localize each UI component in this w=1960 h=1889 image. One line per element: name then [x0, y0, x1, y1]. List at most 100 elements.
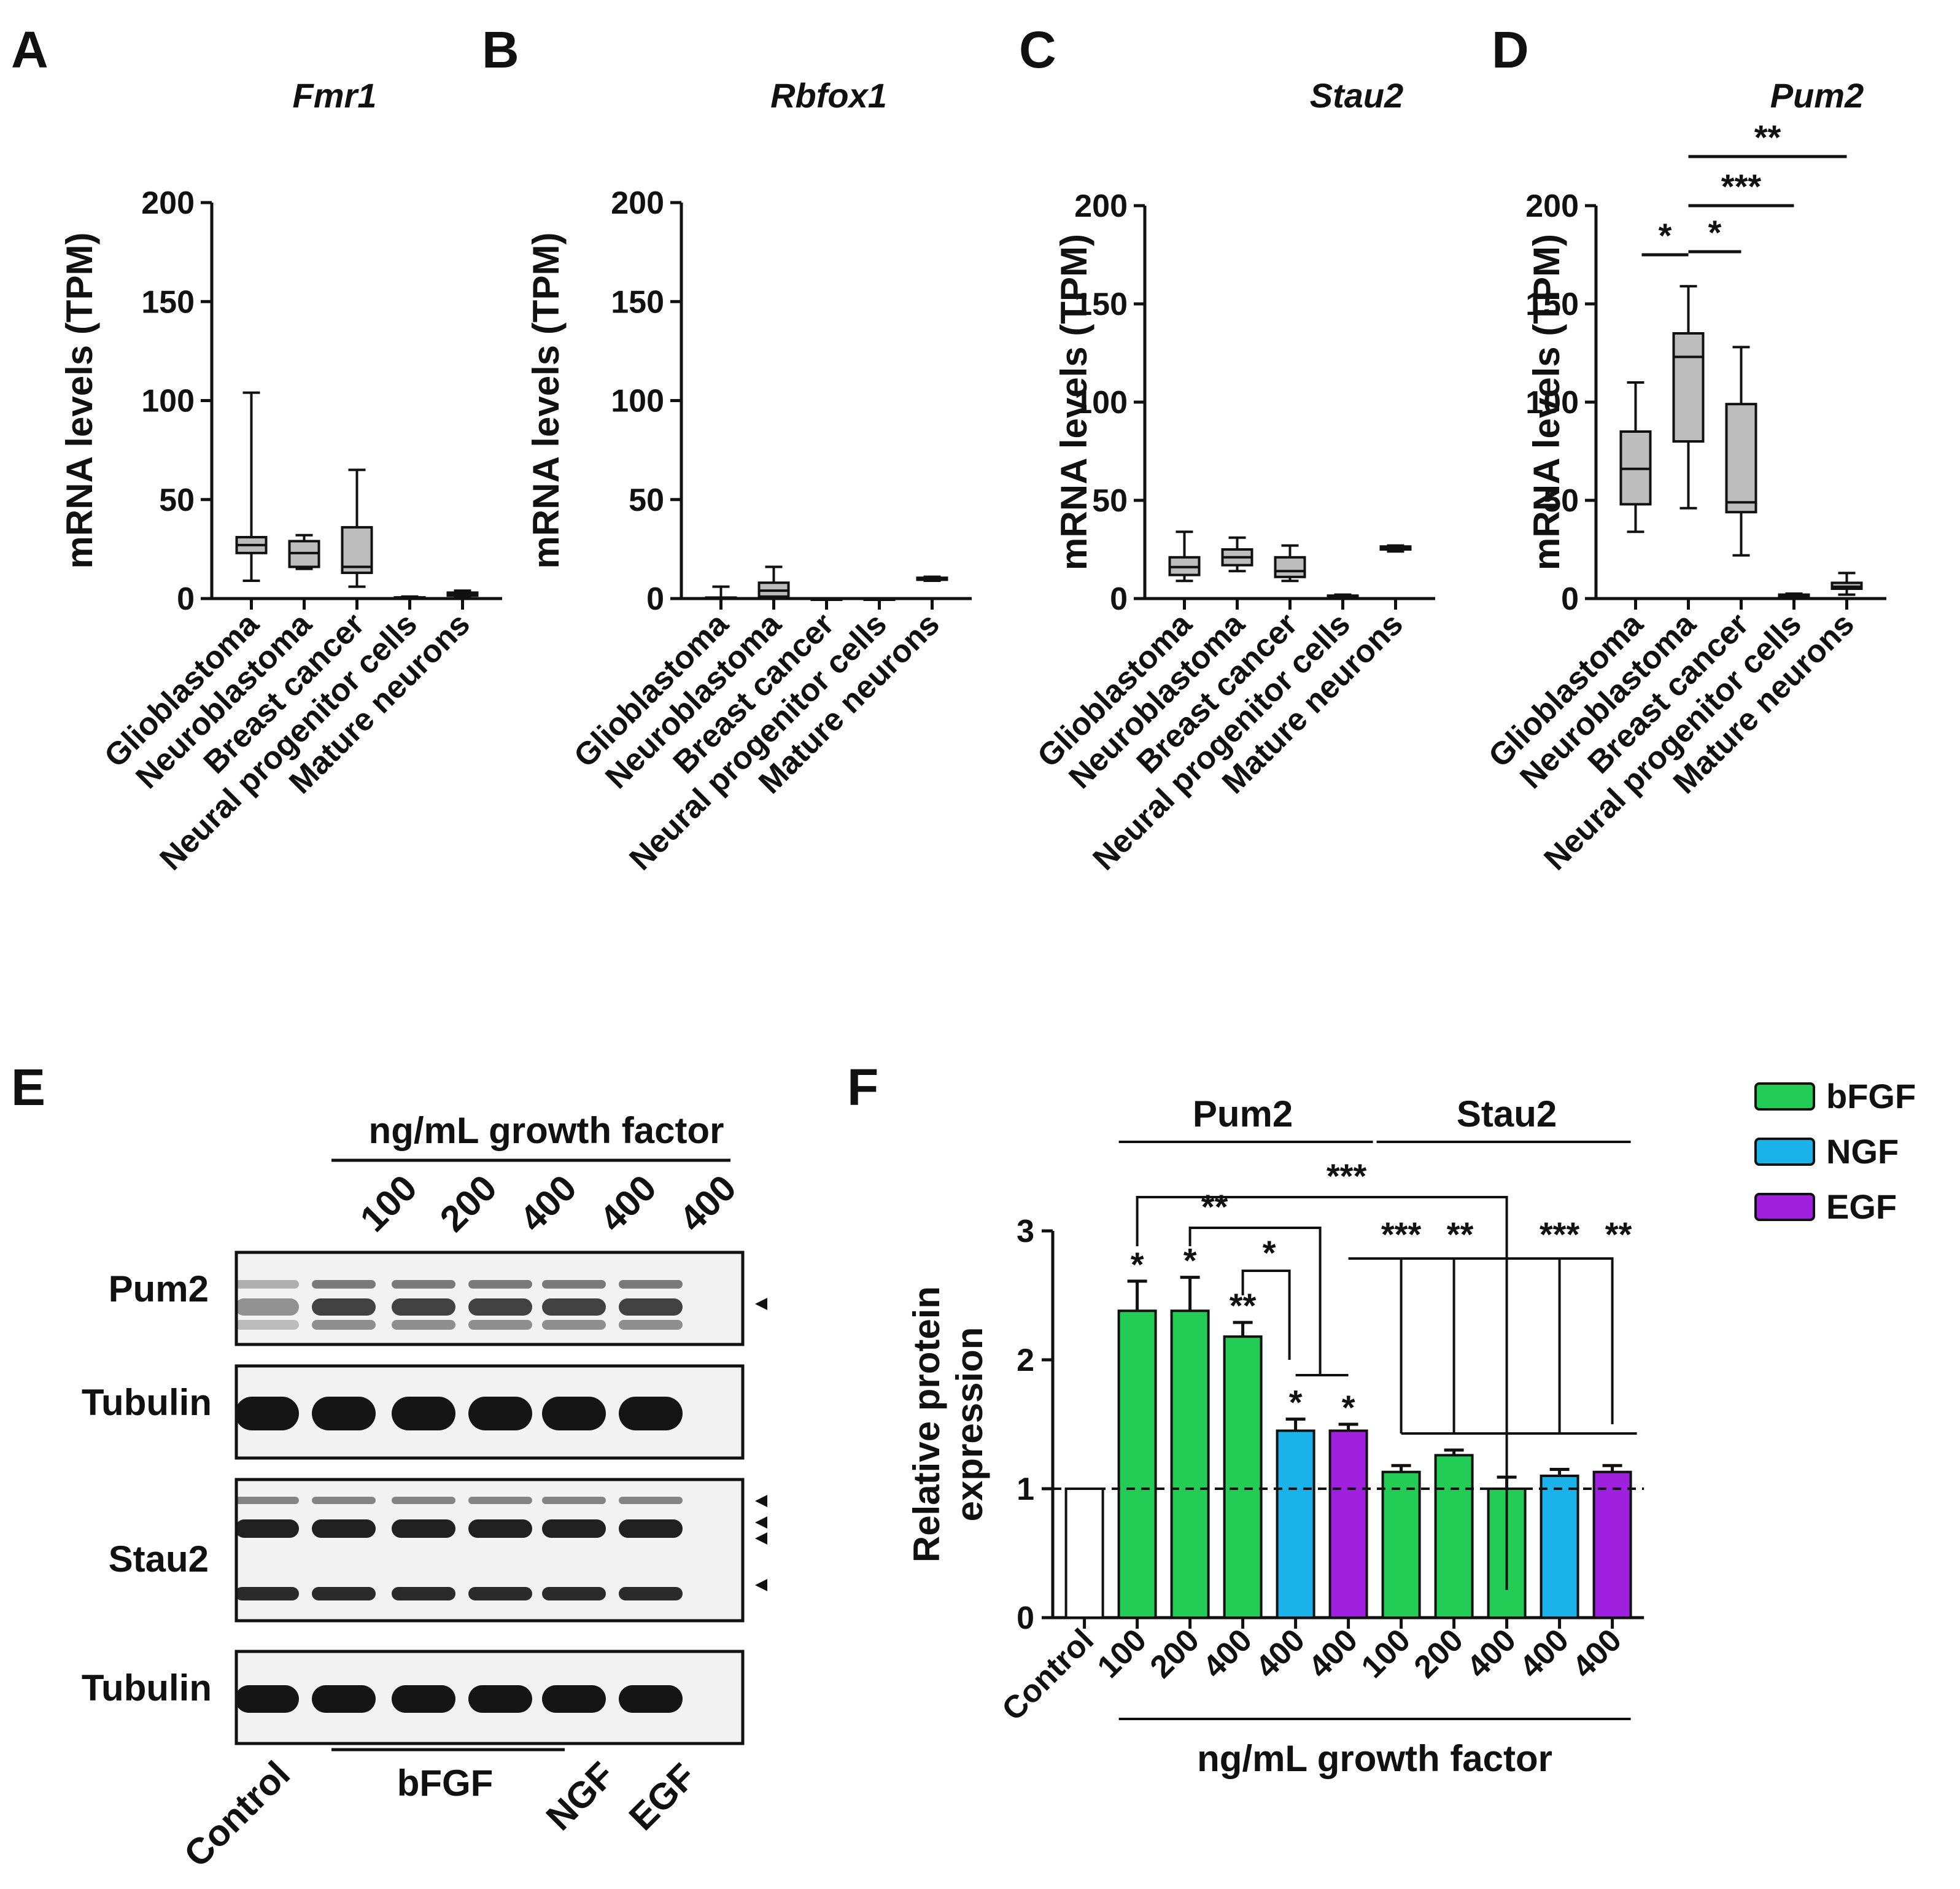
x-category-label: 200 — [1408, 1622, 1470, 1685]
comparison-label: * — [1263, 1233, 1276, 1272]
section-label-stau2: Stau2 — [1457, 1093, 1557, 1135]
blot-band-label: Pum2 — [109, 1268, 209, 1309]
blot-lane-doses: 100 200 400 400 400 — [352, 1167, 744, 1239]
blot-band — [235, 1320, 299, 1330]
blot-band — [542, 1320, 606, 1330]
arrowhead-icon — [755, 1579, 767, 1591]
arrowhead-icon — [755, 1495, 767, 1507]
bar — [1276, 1429, 1315, 1619]
blot-band — [468, 1397, 532, 1430]
blot-band — [542, 1685, 606, 1713]
blot-band — [312, 1397, 376, 1430]
bar — [1381, 1470, 1421, 1619]
y-tick-label: 2 — [1017, 1343, 1034, 1378]
bar — [1592, 1470, 1632, 1619]
bar-significance: * — [1289, 1383, 1303, 1422]
comparison-label: *** — [1327, 1157, 1367, 1195]
box — [341, 526, 373, 575]
blot-arrowheads — [755, 1298, 767, 1591]
box — [1274, 556, 1306, 578]
comparison-line — [1136, 1196, 1508, 1590]
y-tick-label: 100 — [611, 384, 664, 419]
y-tick-label: 100 — [1525, 385, 1579, 421]
comparison-label: *** — [1540, 1215, 1580, 1254]
arrowhead-icon — [755, 1298, 767, 1310]
blot-header: ng/mL growth factor — [369, 1110, 724, 1151]
y-tick-label: 50 — [159, 483, 195, 518]
blot-band — [235, 1298, 299, 1316]
comparison-label: ** — [1605, 1215, 1632, 1254]
y-tick-label: 100 — [1074, 385, 1128, 421]
x-category-label: 400 — [1460, 1622, 1523, 1685]
chart-title: Fmr1 — [293, 76, 377, 115]
significance-label: ** — [1754, 118, 1781, 157]
legend-swatch — [1754, 1138, 1815, 1166]
section-label-pum2: Pum2 — [1193, 1093, 1293, 1135]
blot-band — [235, 1685, 299, 1713]
x-category-label: 100 — [1091, 1622, 1153, 1685]
comparison-line — [1348, 1257, 1614, 1424]
y-axis-title: expression — [949, 1327, 990, 1522]
comparison-label: ** — [1201, 1187, 1228, 1226]
significance-label: * — [1659, 216, 1672, 255]
legend-label: EGF — [1826, 1187, 1897, 1226]
blot-band — [542, 1519, 606, 1538]
blot-band-label: Stau2 — [109, 1538, 209, 1580]
blot-band — [468, 1298, 532, 1316]
blot-band — [312, 1519, 376, 1538]
x-category-label: Control — [995, 1622, 1101, 1728]
blot-band — [468, 1519, 532, 1538]
blot-lane-label: EGF — [621, 1756, 704, 1839]
blot-band — [392, 1685, 455, 1713]
y-tick-label: 50 — [629, 483, 664, 518]
blot-band — [468, 1497, 532, 1504]
blot-band — [312, 1685, 376, 1713]
y-tick-label: 150 — [1074, 287, 1128, 322]
legend-swatch — [1754, 1082, 1815, 1111]
blot-band — [619, 1497, 683, 1504]
blot-band — [542, 1397, 606, 1430]
blot-band — [468, 1320, 532, 1330]
y-tick-label: 0 — [646, 581, 664, 617]
blot-band — [468, 1587, 532, 1600]
significance-label: *** — [1721, 167, 1762, 206]
y-tick-label: 1 — [1017, 1472, 1034, 1507]
blot-band-label: Tubulin — [82, 1382, 212, 1423]
x-category-label: 400 — [1566, 1622, 1629, 1685]
blot-band — [392, 1280, 455, 1289]
panel-letter-e: E — [11, 1058, 45, 1116]
panel-letter-a: A — [11, 21, 48, 79]
bar — [1434, 1454, 1474, 1619]
bar-significance: * — [1183, 1241, 1197, 1280]
blot-band — [312, 1298, 376, 1316]
legend-label: NGF — [1826, 1132, 1899, 1171]
y-tick-label: 0 — [1017, 1600, 1034, 1636]
blot-strips — [234, 1251, 745, 1745]
blot-band — [235, 1587, 299, 1600]
bar — [1223, 1335, 1263, 1619]
y-tick-label: 150 — [611, 284, 664, 320]
blot-lane-label: bFGF — [397, 1763, 494, 1804]
chart-title: Rbfox1 — [770, 76, 887, 115]
y-tick-label: 200 — [141, 185, 195, 221]
blot-band — [542, 1587, 606, 1600]
panel-letter-f: F — [847, 1058, 878, 1116]
panel-letter-c: C — [1019, 21, 1056, 79]
blot-dose-label: 100 — [352, 1167, 425, 1239]
blot-band — [235, 1497, 299, 1504]
y-axis-title: mRNA levels (TPM) — [59, 233, 100, 569]
blot-dose-label: 400 — [672, 1167, 744, 1239]
legend-label: bFGF — [1826, 1077, 1916, 1115]
x-category-label: 200 — [1144, 1622, 1206, 1685]
blot-lane-label: NGF — [538, 1754, 622, 1838]
blot-band — [392, 1497, 455, 1504]
y-tick-label: 100 — [141, 384, 195, 419]
blot-band — [619, 1519, 683, 1538]
y-tick-label: 50 — [1543, 483, 1579, 519]
blot-band — [312, 1587, 376, 1600]
blot-band — [619, 1685, 683, 1713]
bar — [1540, 1475, 1579, 1619]
y-tick-label: 150 — [1525, 287, 1579, 322]
